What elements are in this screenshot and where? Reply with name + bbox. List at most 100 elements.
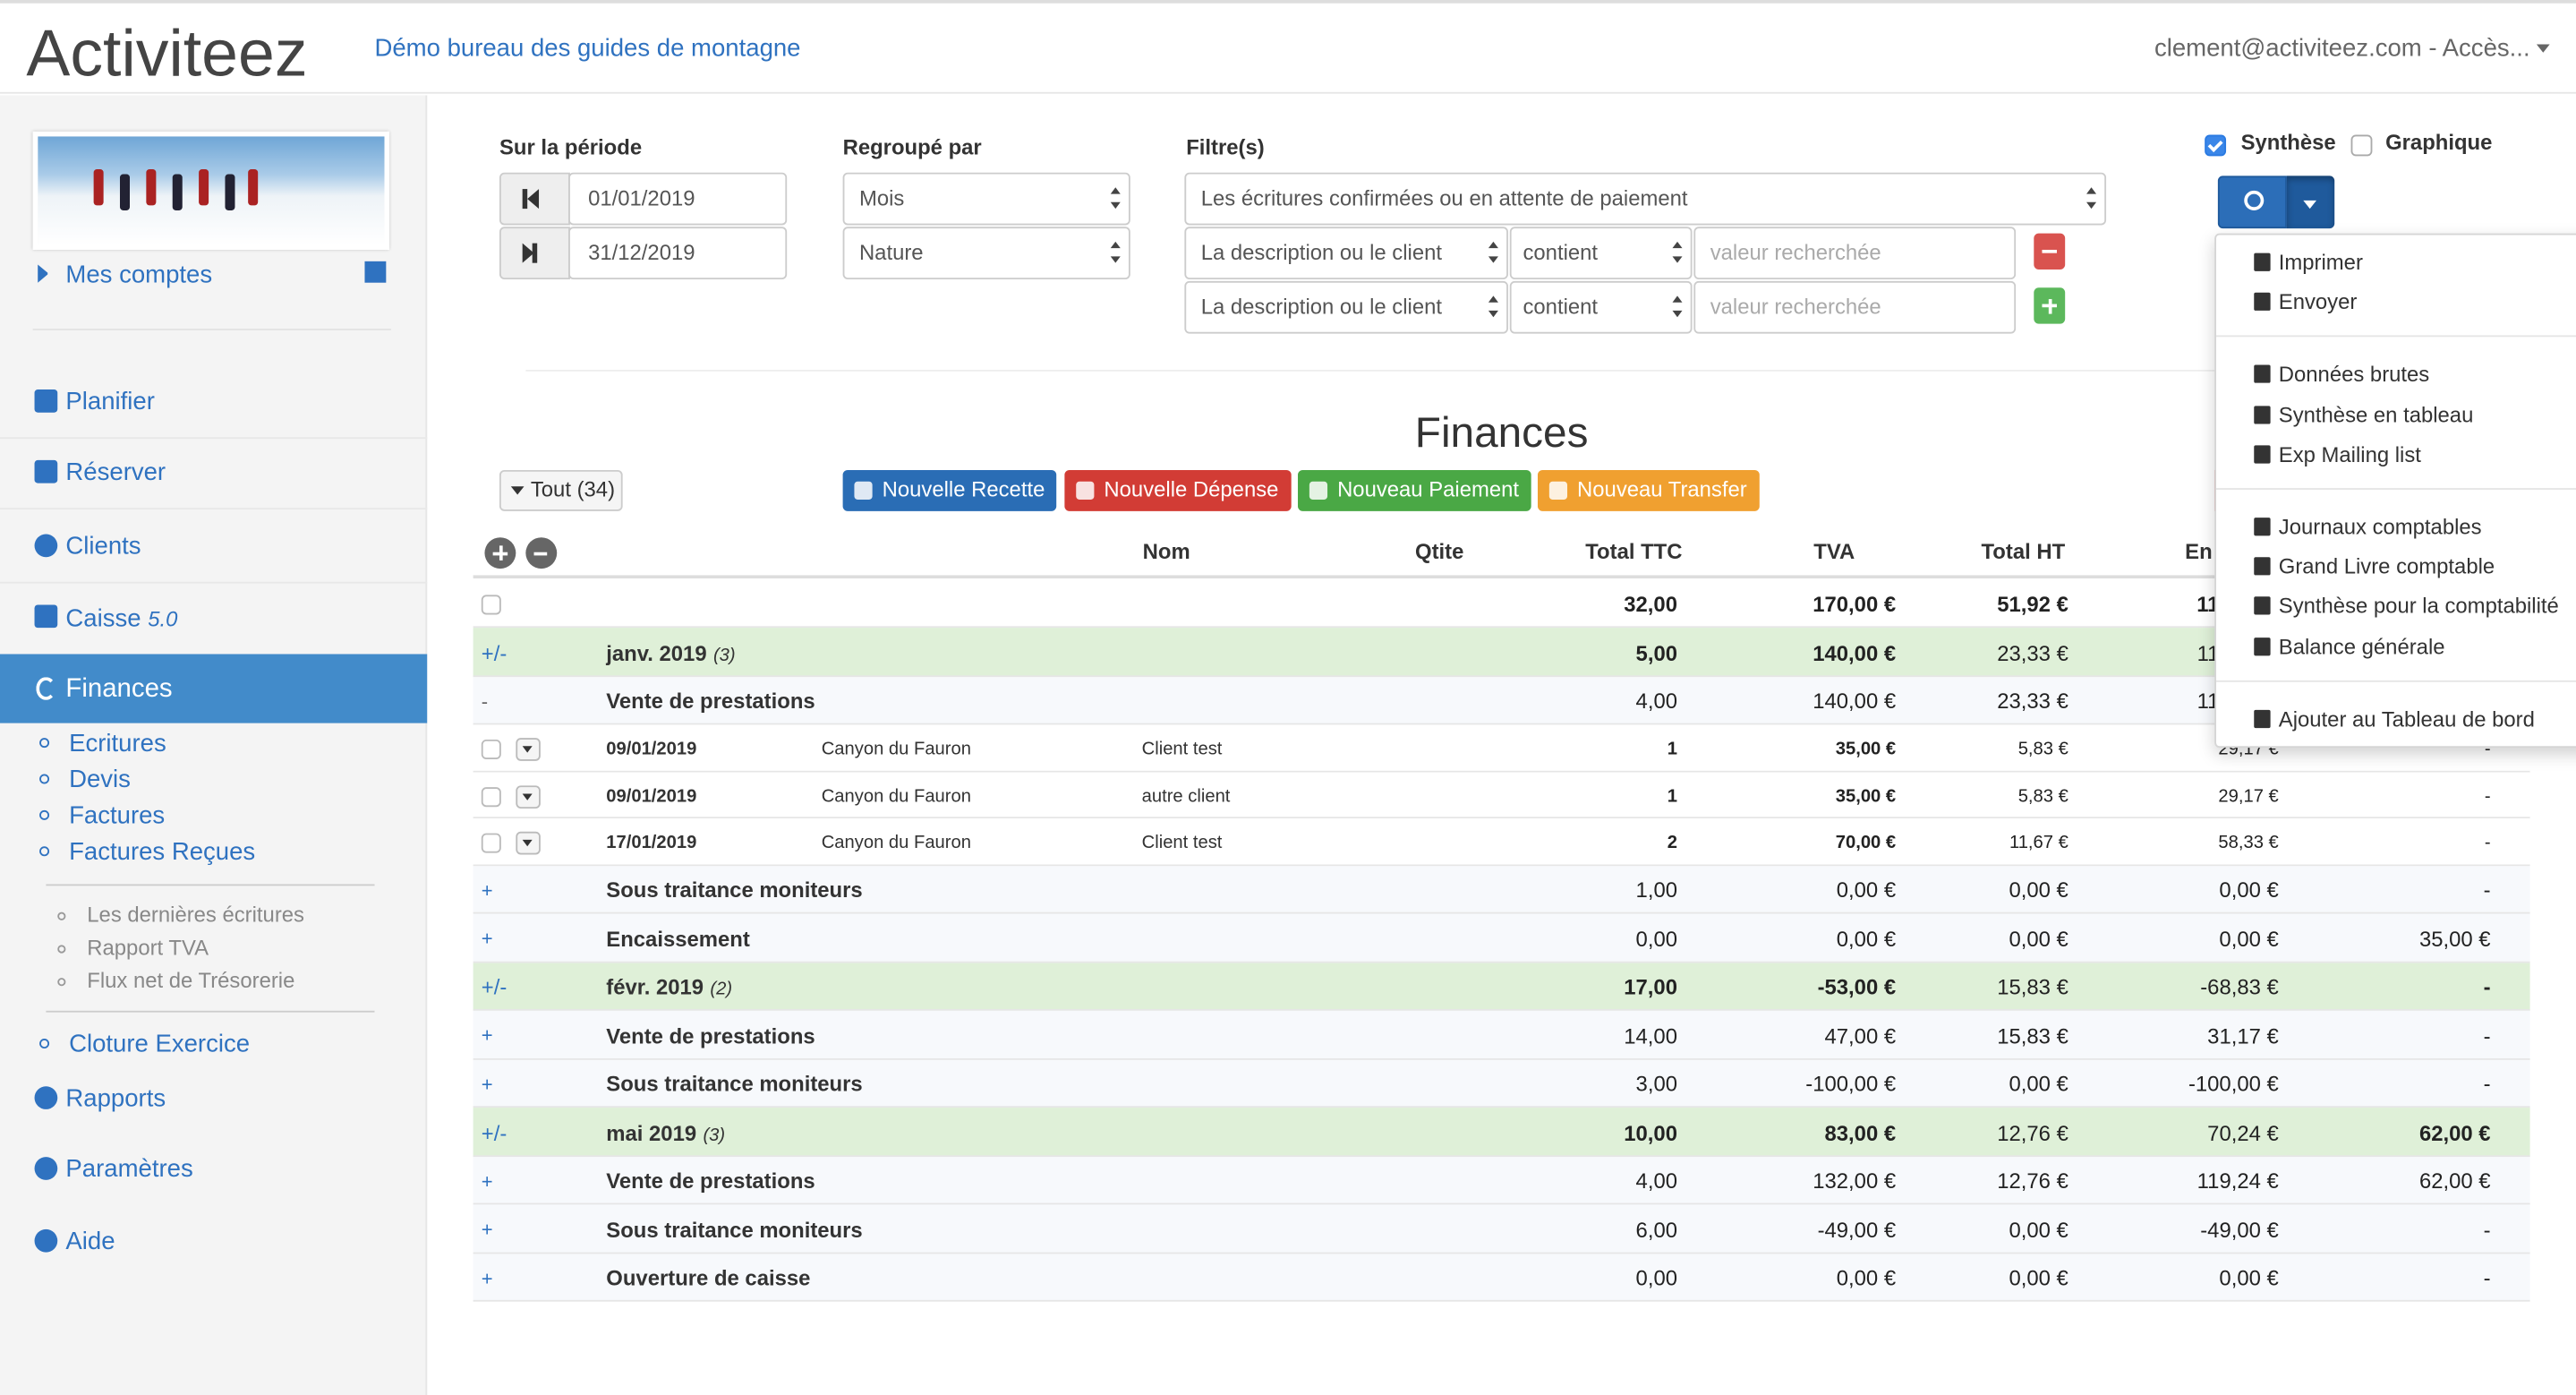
user-menu[interactable]: clement@activiteez.com - Accès... (2154, 33, 2530, 63)
filter-field-select[interactable] (1184, 227, 1508, 280)
filter-value-input[interactable] (1693, 227, 2017, 280)
menu-item[interactable]: Imprimer (2278, 249, 2363, 275)
search-button[interactable] (2217, 175, 2287, 229)
row-count: (3) (712, 646, 736, 666)
row-toggle[interactable]: +/- (481, 640, 508, 665)
menu-item[interactable]: Synthèse en tableau (2278, 401, 2474, 427)
menu-item[interactable]: Grand Livre comptable (2278, 553, 2495, 579)
row-toggle[interactable]: +/- (481, 1120, 508, 1145)
nav-item[interactable]: Réserver (65, 458, 166, 486)
separator (32, 329, 391, 330)
row-toggle[interactable]: + (481, 1218, 493, 1242)
action-label: Nouvelle Dépense (1104, 476, 1279, 501)
row-checkbox[interactable] (481, 834, 501, 854)
select-arrows (1110, 256, 1121, 263)
row-checkbox[interactable] (481, 740, 501, 760)
checkbox[interactable] (2350, 134, 2373, 157)
sub-nav-item[interactable]: Ecritures (69, 729, 166, 757)
filter-op-select[interactable] (1509, 280, 1693, 334)
row-toggle[interactable]: + (481, 927, 493, 951)
nav-item-active[interactable]: Finances (65, 675, 173, 704)
cell-solde: -47,00 € (2523, 1023, 2576, 1051)
nav-icon (34, 459, 58, 484)
checkbox-checked[interactable] (2205, 134, 2227, 157)
report-link[interactable]: Rapport TVA (87, 935, 209, 960)
row-checkbox[interactable] (481, 786, 501, 807)
filter-value-input-text: valeur recherchée (1710, 239, 1881, 265)
date-input[interactable] (568, 172, 788, 226)
nav-item[interactable]: Planifier (65, 387, 155, 415)
action-button[interactable] (1537, 469, 1760, 511)
btn-icon (1548, 481, 1568, 500)
sub-nav-item[interactable]: Factures (69, 801, 166, 830)
cell-solde: 0,00 € (2523, 877, 2576, 905)
sub-nav-item[interactable]: Factures Reçues (69, 837, 256, 866)
date-input[interactable] (568, 227, 788, 280)
menu-item[interactable]: Ajouter au Tableau de bord (2278, 706, 2535, 732)
brand-logo[interactable]: Activiteez (26, 18, 308, 91)
row-label: Ouverture de caisse (606, 1265, 811, 1291)
filter-op-select-text: contient (1523, 239, 1599, 265)
btn-icon (2042, 249, 2057, 253)
action-button[interactable] (842, 469, 1057, 511)
table-row-total (473, 578, 2530, 629)
group-select[interactable] (842, 227, 1130, 280)
row-toggle[interactable]: + (481, 878, 493, 903)
row-toggle[interactable]: + (481, 1169, 493, 1194)
report-link[interactable]: Flux net de Trésorerie (87, 967, 295, 993)
sub-nav-item[interactable]: Cloture Exercice (69, 1030, 251, 1058)
group-select[interactable] (842, 172, 1130, 226)
remove-filter-button[interactable] (2034, 233, 2066, 270)
sub-nav-item[interactable]: Devis (69, 765, 131, 793)
menu-item[interactable]: Données brutes (2278, 362, 2430, 387)
row-checkbox[interactable] (481, 595, 501, 615)
filter-value-input[interactable] (1693, 280, 2017, 334)
period-nav-button[interactable] (499, 172, 570, 226)
org-name[interactable]: Démo bureau des guides de montagne (374, 33, 801, 63)
row-toggle[interactable]: - (481, 689, 489, 714)
add-filter-button[interactable] (2034, 287, 2066, 324)
row-label: Vente de prestations (606, 1168, 815, 1194)
menu-item[interactable]: Balance générale (2278, 633, 2445, 659)
nav-item[interactable]: Caisse (65, 603, 141, 633)
dropdown-menu (2214, 233, 2576, 749)
filter-all-button[interactable] (499, 469, 623, 511)
row-toggle[interactable]: + (481, 1266, 493, 1290)
report-link[interactable]: Les dernières écritures (87, 902, 304, 928)
table-row-sub (473, 676, 2530, 725)
filter-op-select[interactable] (1509, 227, 1693, 280)
cell-tva: 0,00 € (2009, 1072, 2068, 1097)
cell-ht: -68,83 € (2200, 974, 2279, 1000)
cell-tva: 12,76 € (1997, 1120, 2068, 1145)
cell-enc: - (2484, 740, 2491, 760)
period-nav-button[interactable] (499, 227, 570, 280)
menu-item[interactable]: Envoyer (2278, 289, 2358, 314)
action-button[interactable] (1298, 469, 1531, 511)
hiker (199, 169, 209, 206)
filter-main-select[interactable] (1184, 172, 2107, 226)
nav-item[interactable]: Paramètres (65, 1154, 193, 1183)
cell-enc: - (2483, 877, 2491, 903)
row-toggle[interactable]: + (481, 1073, 493, 1096)
filter-field-select[interactable] (1184, 280, 1508, 334)
header-rule (473, 575, 2530, 579)
cell-tva: 15,83 € (1997, 1023, 2068, 1048)
cell-ttc: 35,00 € (1835, 740, 1897, 760)
nav-item[interactable]: Rapports (65, 1083, 166, 1113)
nav-item[interactable]: Aide (65, 1227, 115, 1255)
nav-item[interactable]: Clients (65, 532, 141, 561)
menu-item[interactable]: Exp Mailing list (2278, 441, 2421, 466)
menu-item[interactable]: Synthèse pour la comptabilité (2278, 594, 2559, 619)
row-toggle[interactable]: + (481, 1024, 493, 1048)
back-link[interactable]: Mes comptes (65, 261, 213, 289)
bullet (39, 1039, 50, 1049)
cell-solde: 49,00 € (2523, 1218, 2576, 1245)
action-button[interactable] (1064, 469, 1292, 511)
menu-item[interactable]: Journaux comptables (2278, 514, 2482, 539)
row-toggle[interactable]: +/- (481, 974, 508, 1000)
cell-ttc: 140,00 € (1813, 689, 1897, 714)
cell-ttc: 83,00 € (1824, 1120, 1897, 1145)
hiker (119, 174, 131, 210)
cell-enc: - (2483, 1217, 2491, 1243)
select-arrows (1488, 241, 1498, 249)
